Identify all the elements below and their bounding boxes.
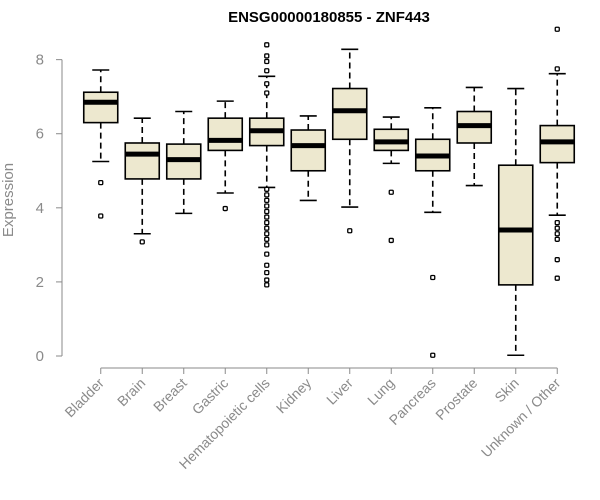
box-gastric: [207, 100, 244, 212]
outlier-point: [264, 197, 270, 204]
y-tick-label: 6: [36, 126, 44, 143]
outlier-point: [388, 237, 394, 244]
outlier-point: [554, 66, 560, 72]
outlier-point: [264, 236, 270, 242]
outlier-point: [139, 239, 145, 245]
outlier-point: [430, 274, 436, 281]
y-tick-label: 2: [36, 274, 44, 291]
outlier-point: [264, 203, 270, 209]
iqr-box: [331, 87, 368, 141]
x-tick-label: Brain: [114, 375, 148, 409]
iqr-box: [82, 91, 119, 124]
box-skin: [497, 87, 534, 357]
box-bladder: [82, 69, 119, 219]
outlier-point: [388, 189, 394, 195]
outlier-point: [347, 228, 353, 234]
outlier-point: [264, 58, 270, 65]
outlier-point: [264, 90, 270, 96]
outlier-point: [264, 242, 270, 248]
outlier-point: [264, 214, 270, 220]
outlier-point: [554, 231, 560, 237]
boxes-group: [82, 26, 576, 358]
x-tick-label: Skin: [491, 375, 522, 406]
x-tick-label: Lung: [364, 375, 397, 408]
chart-title: ENSG00000180855 - ZNF443: [228, 9, 430, 26]
y-tick-label: 4: [36, 200, 44, 217]
iqr-box: [124, 142, 161, 180]
x-tick-label: Prostate: [432, 375, 480, 423]
x-tick-label: Unknown / Other: [478, 375, 564, 461]
x-tick-label: Kidney: [273, 375, 315, 417]
outlier-point: [554, 225, 560, 231]
iqr-box: [497, 164, 534, 286]
box-lung: [373, 116, 410, 244]
outlier-point: [264, 208, 270, 215]
x-tick-label: Breast: [150, 375, 190, 415]
iqr-box: [290, 129, 327, 172]
x-tick-label: Liver: [323, 375, 356, 408]
box-liver: [331, 48, 368, 234]
y-tick-label: 8: [36, 52, 44, 69]
outlier-point: [554, 275, 560, 281]
box-breast: [165, 110, 202, 215]
outlier-point: [264, 269, 270, 276]
box-pancreas: [414, 106, 451, 358]
outlier-point: [98, 179, 104, 186]
outlier-point: [98, 213, 104, 219]
outlier-point: [264, 186, 270, 192]
box-brain: [124, 117, 161, 245]
outlier-point: [264, 225, 270, 231]
outlier-point: [264, 68, 270, 74]
y-tick-label: 0: [36, 348, 44, 365]
box-unknown-other: [539, 26, 576, 281]
x-tick-label: Bladder: [61, 375, 107, 421]
outlier-point: [264, 231, 270, 237]
outlier-point: [554, 219, 560, 226]
outlier-point: [264, 282, 270, 288]
outlier-point: [554, 236, 560, 242]
outlier-point: [264, 42, 270, 48]
iqr-box: [207, 117, 244, 152]
outlier-point: [222, 205, 228, 212]
outlier-point: [430, 352, 436, 358]
y-axis-label: Expression: [0, 163, 17, 237]
box-kidney: [290, 115, 327, 202]
outlier-point: [264, 192, 270, 198]
box-prostate: [456, 86, 493, 187]
outlier-point: [264, 277, 270, 283]
outlier-point: [264, 53, 270, 59]
outlier-point: [554, 257, 560, 263]
outlier-point: [264, 262, 270, 268]
box-hematopoietic-cells: [248, 42, 285, 288]
outlier-point: [264, 81, 270, 87]
outlier-point: [554, 26, 560, 32]
outlier-point: [264, 219, 270, 226]
outlier-point: [264, 251, 270, 257]
